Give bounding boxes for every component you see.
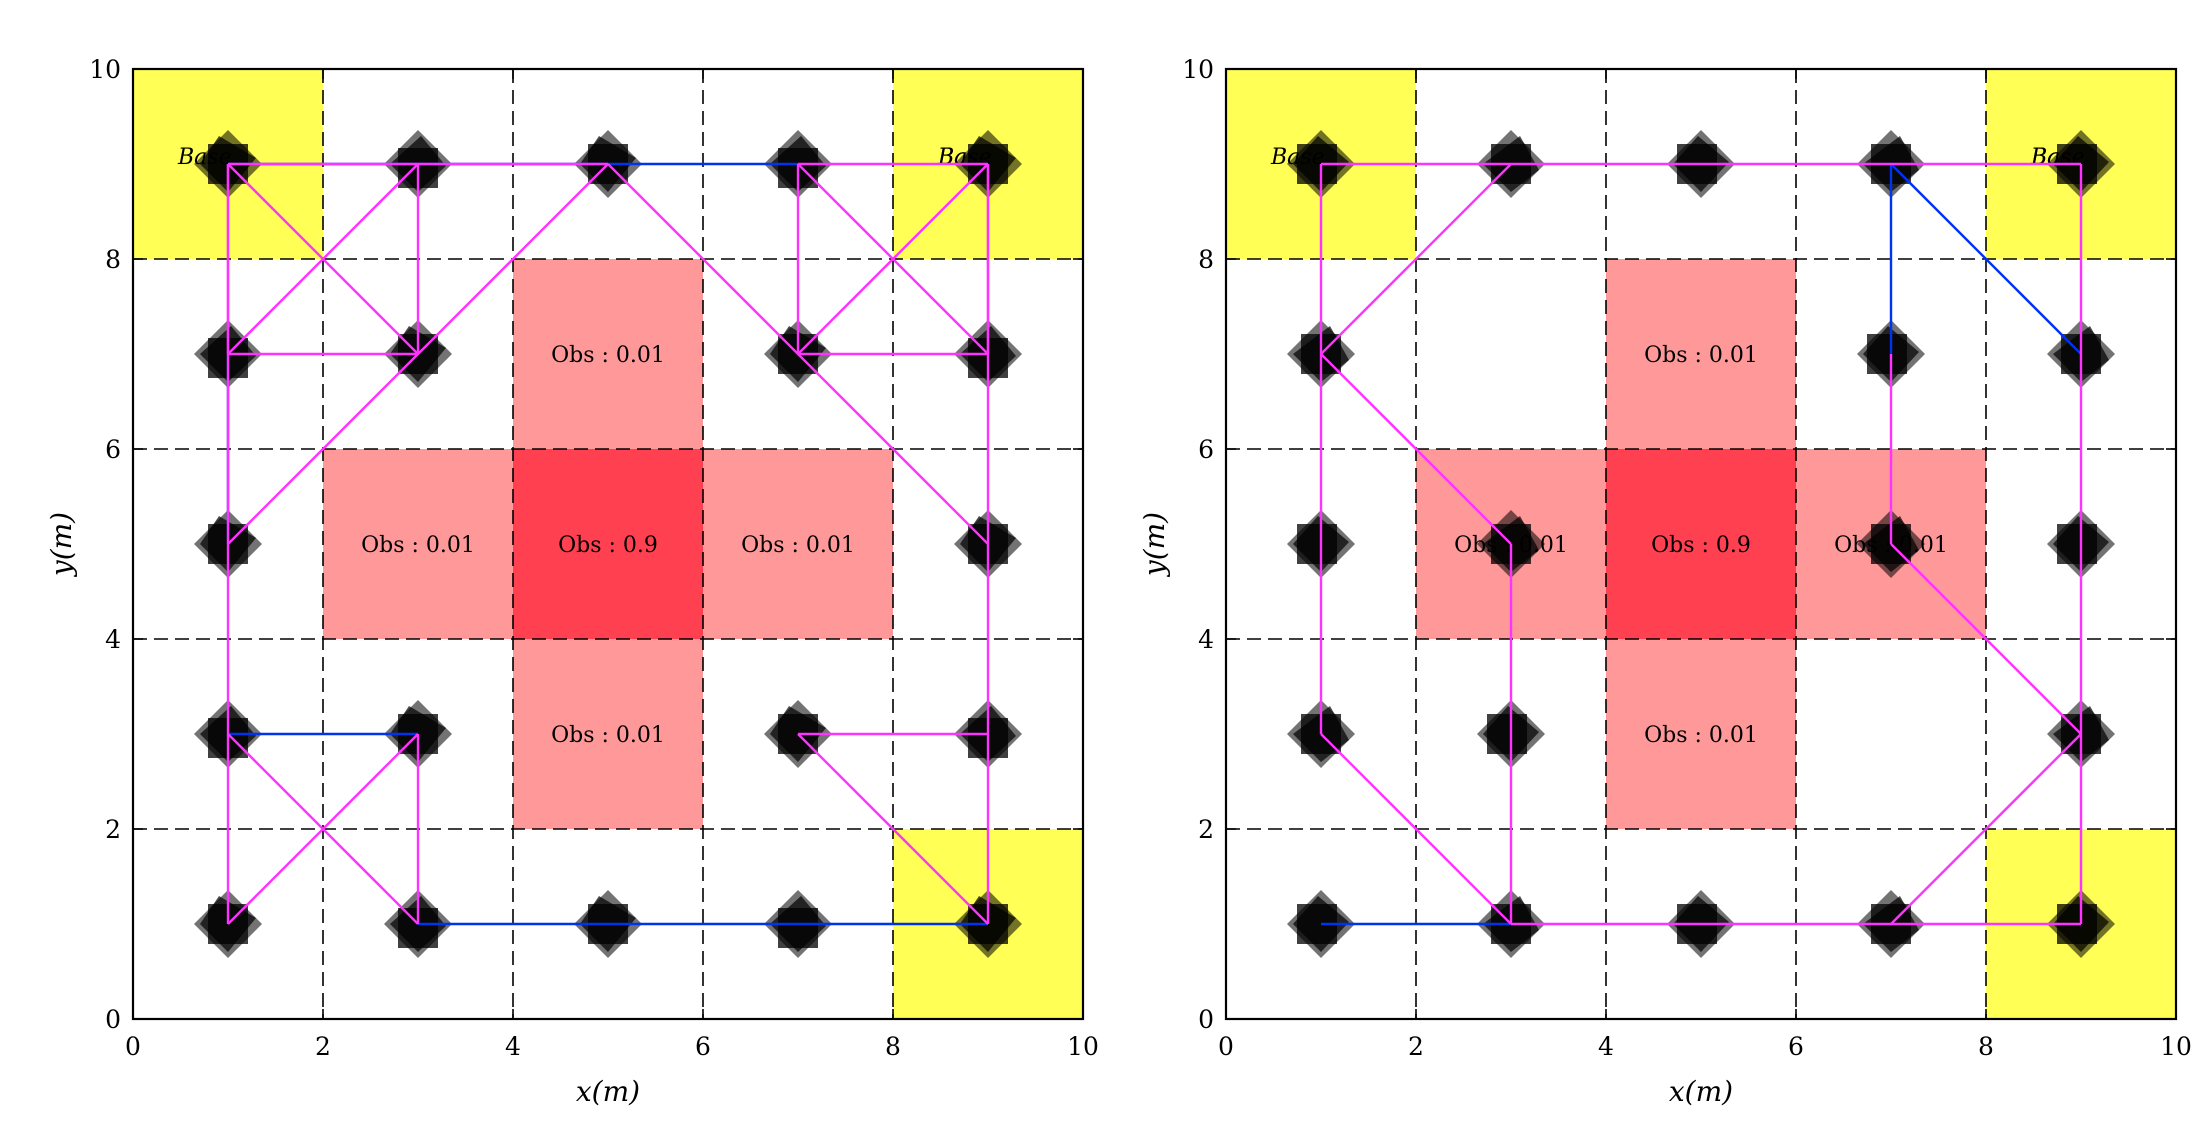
path-magenta: [797, 733, 989, 925]
x-tick-label: 8: [885, 1032, 901, 1061]
path-magenta: [227, 163, 609, 545]
obstacle-label: Obs : 0.01: [741, 533, 855, 558]
obstacle-label: Obs : 0.01: [361, 533, 475, 558]
obstacle-region: [703, 449, 893, 639]
plot-frame: [1224, 67, 2178, 1021]
path-magenta: [1890, 733, 2082, 925]
y-tick-label: 6: [105, 435, 121, 464]
path-magenta: [1320, 733, 1512, 925]
y-axis-label: y(m): [45, 512, 78, 578]
y-tick-label: 4: [105, 625, 121, 654]
y-tick-label: 0: [105, 1005, 121, 1034]
x-axis-label: x(m): [1669, 1075, 1733, 1108]
obstacle-label: Obs : 0.01: [551, 343, 665, 368]
x-tick-label: 2: [315, 1032, 331, 1061]
obstacle-region: [1606, 639, 1796, 829]
path-magenta: [1890, 543, 2082, 735]
y-tick-label: 0: [1198, 1005, 1214, 1034]
obstacle-label: Obs : 0.01: [1644, 343, 1758, 368]
obstacle-label: Obs : 0.01: [551, 723, 665, 748]
x-tick-label: 8: [1978, 1032, 1994, 1061]
obstacle-region: [513, 449, 703, 639]
x-tick-label: 4: [505, 1032, 521, 1061]
obstacle-region: [323, 449, 513, 639]
x-axis-label: x(m): [576, 1075, 640, 1108]
y-tick-label: 10: [89, 55, 121, 84]
x-tick-label: 10: [1067, 1032, 1099, 1061]
path-magenta: [227, 733, 419, 925]
y-tick-label: 2: [105, 815, 121, 844]
path-blue: [1890, 163, 2082, 355]
path-magenta: [797, 163, 989, 355]
x-tick-label: 4: [1598, 1032, 1614, 1061]
path-magenta: [1320, 163, 1512, 355]
y-tick-label: 8: [1198, 245, 1214, 274]
y-tick-label: 10: [1182, 55, 1214, 84]
obstacle-region: [513, 639, 703, 829]
obstacle-label: Obs : 0.9: [1651, 533, 1751, 558]
x-tick-label: 0: [125, 1032, 141, 1061]
x-tick-label: 0: [1218, 1032, 1234, 1061]
x-tick-label: 10: [2160, 1032, 2192, 1061]
y-tick-label: 6: [1198, 435, 1214, 464]
path-magenta: [1320, 353, 1512, 545]
obstacle-label: Obs : 0.9: [558, 533, 658, 558]
obstacle-region: [1606, 259, 1796, 449]
obstacle-label: Obs : 0.01: [1644, 723, 1758, 748]
path-magenta: [227, 163, 419, 355]
y-tick-label: 8: [105, 245, 121, 274]
plot-frame: [131, 67, 1085, 1021]
y-tick-label: 4: [1198, 625, 1214, 654]
x-tick-label: 2: [1408, 1032, 1424, 1061]
obstacle-region: [513, 259, 703, 449]
x-tick-label: 6: [695, 1032, 711, 1061]
x-tick-label: 6: [1788, 1032, 1804, 1061]
y-tick-label: 2: [1198, 815, 1214, 844]
obstacle-region: [1606, 449, 1796, 639]
y-axis-label: y(m): [1138, 512, 1171, 578]
